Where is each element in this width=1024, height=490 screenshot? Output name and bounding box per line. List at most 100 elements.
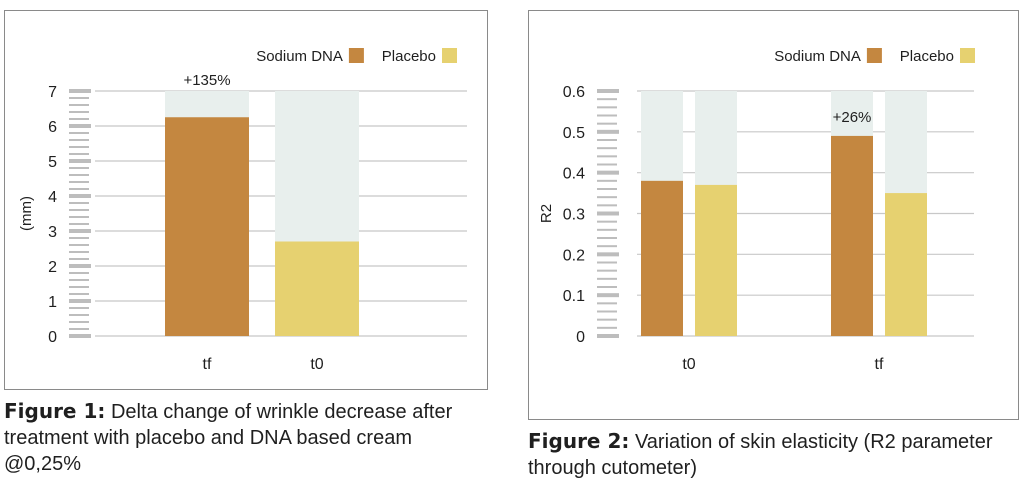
chart1-legend-label: Placebo — [382, 48, 436, 65]
chart1-xtick-label: tf — [203, 356, 212, 373]
chart1-bar-placebo-t0 — [275, 241, 359, 336]
chart2-ytick-label: 0.4 — [563, 166, 585, 183]
chart1-major-tick — [69, 264, 91, 268]
chart2-legend-label: Placebo — [900, 48, 954, 65]
figure-1-panel: 0 1 2 3 4 5 6 7 (mm) +135% tf t0 Sodium DNA Placebo — [4, 10, 488, 390]
chart1-minor-tick — [69, 174, 89, 176]
chart2-xtick-label: tf — [875, 356, 884, 373]
chart2-minor-tick — [597, 237, 617, 239]
chart2-major-tick — [597, 129, 619, 134]
figure-2-panel: 0 0.1 0.2 0.3 0.4 0.5 0.6 R2 t0 +26% tf Sodium DNA P… — [528, 10, 1019, 420]
chart2-minor-tick — [597, 220, 617, 223]
chart2-legend: Sodium DNA Placebo — [774, 48, 975, 65]
chart2-minor-tick — [597, 261, 617, 264]
chart2-minor-tick — [597, 188, 617, 190]
chart1-ytick-label: 5 — [48, 154, 57, 171]
chart2-bar-sodium-dna-tf — [831, 135, 873, 336]
chart2-minor-tick — [597, 98, 617, 101]
chart1-ylabel: (mm) — [18, 196, 35, 231]
chart2-minor-tick — [597, 122, 617, 125]
chart1-minor-tick — [69, 272, 89, 274]
chart1-minor-tick — [69, 258, 89, 260]
chart1-minor-tick — [69, 237, 89, 239]
chart2-major-tick — [597, 211, 619, 216]
chart2-minor-tick — [597, 179, 617, 182]
chart2-bar-placebo-t0 — [695, 184, 737, 336]
chart2-minor-tick — [597, 228, 617, 231]
chart2-minor-tick — [597, 286, 617, 288]
chart1-bar-sodium-dna-tf — [165, 117, 249, 336]
chart2-minor-tick — [597, 204, 617, 207]
chart1-ytick-label: 3 — [48, 224, 57, 241]
chart1-minor-tick — [69, 279, 89, 281]
chart1-minor-tick — [69, 314, 89, 316]
chart2-bar-placebo-tf — [885, 193, 927, 336]
chart2-minor-tick — [597, 114, 617, 117]
chart2-ytick-label: 0.5 — [563, 125, 585, 142]
chart2-major-tick — [597, 89, 619, 93]
chart1-minor-tick — [69, 244, 89, 246]
chart1-major-tick — [69, 89, 91, 93]
chart2-minor-tick — [597, 155, 617, 158]
chart1-minor-tick — [69, 167, 89, 169]
chart1-minor-tick — [69, 104, 89, 106]
chart2-major-tick — [597, 170, 619, 175]
chart2-minor-tick — [597, 310, 617, 313]
chart1-ytick-label: 6 — [48, 119, 57, 136]
figure-2-caption-text: Variation of skin elasticity (R2 paramet… — [528, 431, 993, 479]
chart2-minor-tick — [597, 245, 617, 248]
chart2-ytick-label: 0 — [576, 329, 585, 346]
chart1-minor-tick — [69, 132, 89, 134]
chart2-bar-sodium-dna-t0 — [641, 180, 683, 336]
chart1-minor-tick — [69, 286, 89, 288]
chart2-ytick-label: 0.1 — [563, 288, 585, 305]
chart1-ytick-label: 0 — [48, 329, 57, 346]
figure-1-caption-text: Delta change of wrinkle decrease after t… — [4, 401, 453, 475]
chart1-major-tick — [69, 124, 91, 128]
chart1-major-tick — [69, 159, 91, 163]
chart1-minor-tick — [69, 97, 89, 99]
chart2-legend-swatch — [960, 48, 975, 63]
chart1-minor-tick — [69, 209, 89, 211]
chart1-legend-swatch — [442, 48, 457, 63]
chart1-minor-tick — [69, 188, 89, 190]
chart2-legend-label: Sodium DNA — [774, 48, 861, 65]
chart1-minor-tick — [69, 321, 89, 323]
figure-1-caption-label: Figure 1: — [4, 399, 106, 423]
chart2-minor-tick — [597, 302, 617, 305]
figure-2-caption-label: Figure 2: — [528, 429, 630, 453]
chart1-minor-tick — [69, 153, 89, 155]
chart2-legend-swatch — [866, 48, 882, 63]
chart1-legend: Sodium DNA Placebo — [256, 48, 457, 65]
chart2-major-tick — [597, 252, 619, 257]
chart1-minor-tick — [69, 181, 89, 183]
chart1-minor-tick — [69, 118, 89, 120]
chart1-minor-tick — [69, 111, 89, 113]
chart2-major-tick — [597, 293, 619, 298]
chart2-minor-tick — [597, 139, 617, 141]
chart2-annotation: +26% — [833, 109, 872, 126]
chart2-ytick-label: 0.6 — [563, 84, 585, 101]
chart1-ytick-label: 1 — [48, 294, 57, 311]
figure-2-caption: Figure 2: Variation of skin elasticity (… — [528, 428, 1008, 481]
chart1-minor-tick — [69, 223, 89, 225]
chart2-ytick-label: 0.3 — [563, 207, 585, 224]
chart1-minor-tick — [69, 307, 89, 309]
chart1-major-tick — [69, 229, 91, 233]
chart2-minor-tick — [597, 106, 617, 109]
chart1-ytick-label: 4 — [48, 189, 57, 206]
chart1-major-tick — [69, 299, 91, 303]
chart1-annotation: +135% — [183, 72, 230, 89]
figure-1-chart: 0 1 2 3 4 5 6 7 (mm) +135% tf t0 Sodium DNA Placebo — [18, 48, 467, 373]
chart1-legend-swatch — [348, 48, 364, 63]
chart2-minor-tick — [597, 147, 617, 150]
chart1-minor-tick — [69, 139, 89, 141]
chart1-minor-tick — [69, 202, 89, 204]
chart1-legend-label: Sodium DNA — [256, 48, 343, 65]
chart1-minor-tick — [69, 293, 89, 295]
chart2-minor-tick — [597, 277, 617, 280]
chart2-ytick-label: 0.2 — [563, 247, 585, 264]
chart2-minor-tick — [597, 318, 617, 321]
chart1-major-tick — [69, 194, 91, 198]
figure-1-caption: Figure 1: Delta change of wrinkle decrea… — [4, 398, 484, 477]
